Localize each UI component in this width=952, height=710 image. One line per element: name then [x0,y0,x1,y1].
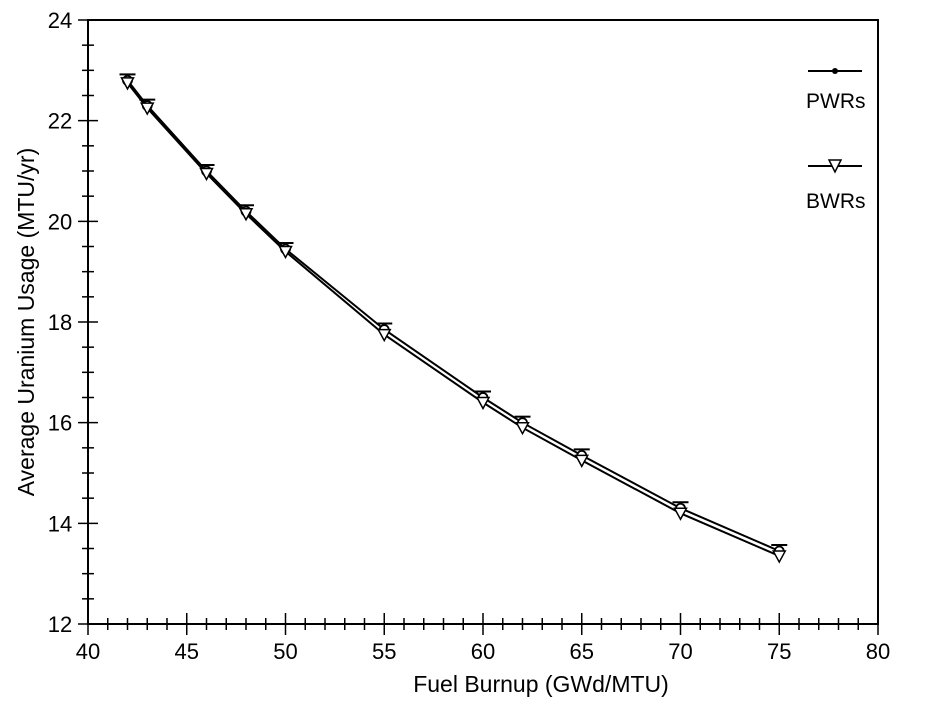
x-tick-label: 45 [175,639,199,664]
data-point-bwrs [475,396,491,411]
data-point-bwrs [139,102,155,116]
legend-label: PWRs [806,90,866,113]
y-tick-label: 16 [48,411,72,436]
y-axis-title: Average Uranium Usage (MTU/yr) [13,148,39,497]
x-tick-label: 55 [372,639,396,664]
series-line-pwrs [126,79,780,552]
plot-frame [87,19,879,625]
x-tick-label: 40 [76,639,100,664]
legend: PWRs BWRs [806,68,866,213]
y-axis-ticks: 12 14 16 18 20 22 24 [48,8,98,637]
legend-marker [827,159,843,174]
data-point-bwrs [574,454,590,468]
data-point-bwrs [238,208,254,222]
y-tick-label: 20 [48,209,72,234]
x-tick-label: 50 [273,639,297,664]
x-tick-label: 60 [471,639,495,664]
legend-label: BWRs [806,190,866,213]
legend-marker [832,68,838,74]
data-point-bwrs [199,167,214,182]
data-point-bwrs [515,421,530,436]
data-point-bwrs [376,328,392,343]
series-layer [119,73,788,564]
y-tick-label: 18 [48,310,72,335]
data-point-bwrs [120,77,135,91]
x-tick-label: 80 [866,639,890,664]
legend-item-bwrs: BWRs [806,159,866,213]
data-point-bwrs [673,507,688,521]
x-tick-label: 75 [767,639,791,664]
x-axis-title: Fuel Burnup (GWd/MTU) [413,671,669,697]
x-tick-label: 65 [570,639,594,664]
x-axis-ticks: 40 45 50 55 60 65 70 75 80 [76,613,890,664]
series-line-bwrs [126,82,780,557]
y-tick-label: 14 [48,511,72,536]
legend-item-pwrs: PWRs [806,68,866,113]
data-point-bwrs [771,550,787,564]
y-tick-label: 12 [48,612,72,637]
data-point-bwrs [278,245,293,260]
y-tick-label: 22 [48,109,72,134]
x-tick-label: 70 [668,639,692,664]
y-tick-label: 24 [48,8,72,33]
